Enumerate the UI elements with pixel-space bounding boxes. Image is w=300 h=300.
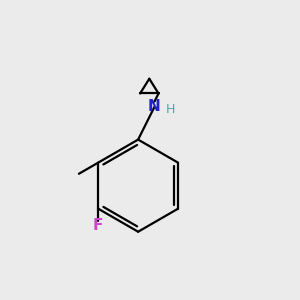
Text: H: H (166, 103, 176, 116)
Text: N: N (148, 99, 161, 114)
Text: F: F (93, 218, 104, 232)
